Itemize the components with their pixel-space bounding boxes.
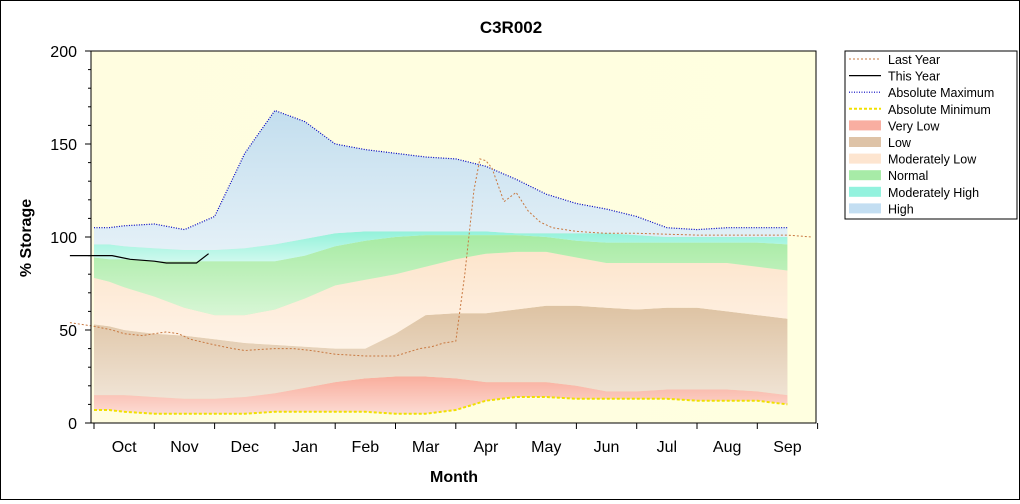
legend-label: Moderately High [888, 186, 979, 200]
x-axis-label: Month [430, 469, 478, 486]
legend-entry: Moderately Low [849, 153, 977, 167]
legend: Last Year This Year Absolute Maximum Absolu… [844, 50, 1018, 220]
series-line-absolute-maximum [94, 109, 788, 231]
x-tick-label: Jan [292, 439, 318, 456]
legend-entry: Last Year [849, 53, 940, 67]
y-axis-label: % Storage [18, 199, 35, 277]
band-moderately-low-shade [94, 251, 788, 349]
y-tick-label: 100 [50, 230, 77, 247]
legend-entry: Absolute Minimum [849, 103, 991, 117]
legend-entry: Low [849, 136, 912, 150]
legend-entry: Very Low [849, 119, 940, 133]
x-tick-label: Nov [170, 439, 198, 456]
bands-layer [94, 110, 788, 414]
legend-color-swatch [849, 170, 881, 181]
legend-label: Very Low [888, 119, 940, 133]
legend-label: Moderately Low [888, 153, 977, 167]
legend-label: Absolute Maximum [888, 86, 994, 100]
legend-color-swatch [849, 203, 881, 214]
band-very-low-shade [94, 376, 788, 414]
x-tick-label: Oct [112, 439, 137, 456]
series-line-this-year [69, 253, 209, 264]
axes-layer: 0 50 100 150 200 Oct Nov Dec Jan Feb Mar Apr May Jun J… [50, 44, 819, 456]
legend-color-swatch [849, 120, 881, 131]
y-tick-label: 200 [50, 44, 77, 61]
legend-color-swatch [849, 153, 881, 164]
legend-color-swatch [849, 186, 881, 197]
legend-label: Last Year [888, 53, 940, 67]
legend-entry: This Year [849, 70, 940, 84]
legend-entry: High [849, 202, 914, 216]
chart-title: C3R002 [480, 18, 542, 37]
x-tick-label: May [531, 439, 561, 456]
legend-label: Low [888, 136, 912, 150]
band-high-shade [94, 110, 788, 250]
band-moderately-high-shade [94, 231, 788, 262]
x-tick-label: Aug [713, 439, 741, 456]
band-normal-shade [94, 235, 788, 316]
x-tick-label: Sep [773, 439, 802, 456]
x-tick-label: Feb [352, 439, 380, 456]
legend-entry: Normal [849, 169, 928, 183]
legend-entry: Absolute Maximum [849, 86, 994, 100]
lines-layer [69, 109, 812, 415]
x-tick-label: Jul [657, 439, 677, 456]
x-tick-label: Mar [412, 439, 440, 456]
legend-label: Normal [888, 169, 928, 183]
legend-entry: Moderately High [849, 186, 979, 200]
legend-label: Absolute Minimum [888, 103, 991, 117]
x-tick-label: Jun [594, 439, 620, 456]
legend-label: High [888, 202, 914, 216]
series-line-absolute-minimum [94, 396, 788, 415]
y-tick-label: 150 [50, 137, 77, 154]
x-tick-label: Apr [473, 439, 499, 456]
band-low-shade [94, 305, 788, 399]
legend-label: This Year [888, 70, 940, 84]
y-tick-label: 0 [68, 416, 77, 433]
x-tick-label: Dec [231, 439, 259, 456]
y-tick-label: 50 [59, 323, 77, 340]
legend-color-swatch [849, 137, 881, 147]
